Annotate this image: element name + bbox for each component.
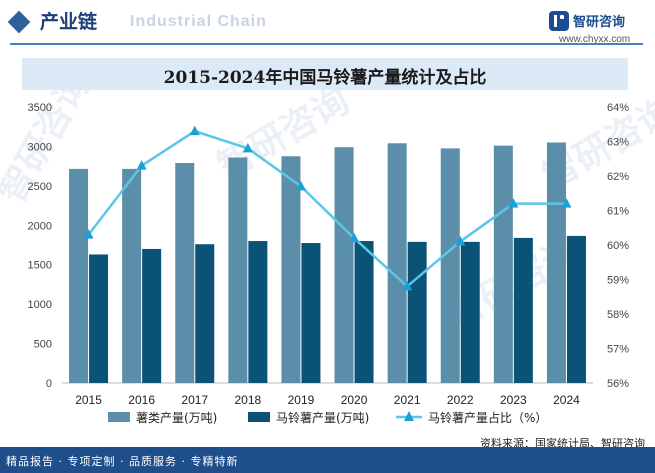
y-right-tick-label: 58% — [607, 309, 629, 321]
legend-swatch — [108, 412, 130, 422]
section-title-watermark: Industrial Chain — [130, 13, 267, 30]
x-tick-label: 2018 — [234, 393, 261, 407]
bar-tuber-output — [387, 143, 407, 383]
y-left-tick-label: 1500 — [28, 260, 52, 272]
x-tick-label: 2021 — [394, 393, 421, 407]
section-title: 产业链 — [40, 11, 98, 33]
bar-potato-output — [89, 254, 109, 383]
bar-potato-output — [407, 241, 427, 383]
y-right-tick-label: 60% — [607, 240, 629, 252]
legend-swatch — [248, 412, 270, 422]
x-tick-label: 2024 — [553, 393, 580, 407]
y-right-tick-label: 62% — [607, 171, 629, 183]
line-marker-triangle — [83, 229, 94, 239]
brand-name: 智研咨询 — [573, 15, 626, 30]
y-right-tick-label: 61% — [607, 206, 629, 218]
y-right-tick-label: 57% — [607, 344, 629, 356]
legend-label: 马铃薯产量占比（%） — [428, 410, 547, 425]
line-potato-share — [87, 129, 567, 289]
bar-potato-output — [460, 241, 480, 383]
legend-label: 马铃薯产量(万吨) — [276, 410, 369, 425]
y-left-tick-label: 3000 — [28, 141, 52, 153]
bar-tuber-output — [440, 148, 460, 383]
legend-marker — [404, 411, 414, 421]
line-marker-triangle — [455, 236, 466, 246]
bar-tuber-output — [493, 145, 513, 383]
chart-title-bar: 2015-2024年中国马铃薯产量统计及占比 — [22, 58, 628, 90]
line-marker-triangle — [561, 198, 572, 208]
footer-slogan: 精品报告 · 专项定制 · 品质服务 · 专精特新 — [6, 455, 239, 468]
y-left-tick-label: 3500 — [28, 102, 52, 114]
bar-potato-output — [354, 241, 374, 383]
line-marker-triangle — [295, 180, 306, 191]
bar-tuber-output — [228, 157, 248, 383]
y-right-tick-label: 59% — [607, 275, 629, 287]
y-right-tick-label: 56% — [607, 378, 629, 390]
x-tick-label: 2020 — [341, 393, 368, 407]
x-tick-label: 2022 — [447, 393, 474, 407]
y-left-tick-label: 2500 — [28, 181, 52, 193]
bar-tuber-output — [69, 168, 89, 383]
brand-logo-icon — [549, 11, 569, 31]
legend-label: 薯类产量(万吨) — [136, 411, 217, 425]
bar-potato-output — [566, 235, 586, 383]
bar-tuber-output — [122, 168, 142, 383]
y-left-tick-label: 2000 — [28, 220, 52, 232]
x-tick-label: 2016 — [128, 393, 155, 407]
bar-potato-output — [248, 241, 268, 383]
bar-potato-output — [142, 248, 162, 383]
header-divider — [10, 43, 643, 45]
bar-potato-output — [195, 244, 215, 383]
x-tick-label: 2019 — [288, 393, 315, 407]
line-marker-triangle — [136, 160, 147, 170]
chart-title: 2015-2024年中国马铃薯产量统计及占比 — [163, 68, 487, 88]
y-right-tick-label: 63% — [607, 137, 629, 149]
bar-tuber-output — [546, 142, 566, 383]
y-left-tick-label: 0 — [46, 378, 52, 390]
bar-potato-output — [301, 243, 321, 383]
line-marker-triangle — [242, 142, 253, 153]
y-left-tick-label: 500 — [34, 339, 52, 351]
bar-potato-output — [513, 237, 533, 383]
bar-tuber-output — [175, 162, 195, 383]
line-marker-triangle — [189, 125, 200, 136]
data-source: 资料来源：国家统计局、智研咨询 — [480, 437, 645, 450]
x-tick-label: 2023 — [500, 393, 527, 407]
y-left-tick-label: 1000 — [28, 299, 52, 311]
line-marker-triangle — [349, 232, 360, 243]
line-marker-triangle — [402, 280, 413, 291]
bar-tuber-output — [334, 147, 354, 383]
bar-tuber-output — [281, 156, 301, 383]
x-tick-label: 2015 — [75, 393, 102, 407]
page-header: 产业链 Industrial Chain 智研咨询 www.chyxx.com — [0, 0, 655, 45]
brand-url: www.chyxx.com — [559, 34, 631, 45]
line-marker-triangle — [508, 198, 519, 208]
y-right-tick-label: 64% — [607, 102, 629, 114]
page-footer: 精品报告 · 专项定制 · 品质服务 · 专精特新 — [0, 447, 655, 473]
x-tick-label: 2017 — [181, 393, 208, 407]
brand-logo-block: 智研咨询 www.chyxx.com — [549, 9, 639, 49]
